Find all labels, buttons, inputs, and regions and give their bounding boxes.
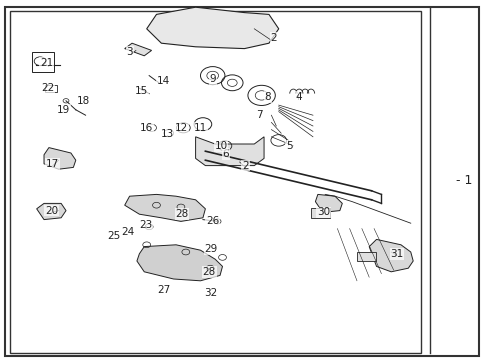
Text: 12: 12 [175, 123, 188, 133]
Polygon shape [368, 239, 412, 272]
Polygon shape [124, 43, 151, 56]
Text: 17: 17 [46, 159, 60, 169]
Text: 23: 23 [139, 220, 152, 230]
Polygon shape [124, 194, 205, 221]
Polygon shape [137, 245, 222, 281]
Bar [356, 252, 375, 261]
Text: 16: 16 [140, 123, 153, 133]
Text: 19: 19 [57, 105, 70, 115]
Polygon shape [315, 194, 342, 212]
Bar [310, 208, 329, 218]
Text: 27: 27 [157, 285, 170, 295]
Text: 15: 15 [135, 86, 148, 96]
Text: 22: 22 [41, 83, 55, 93]
Text: 14: 14 [157, 76, 170, 86]
Text: 5: 5 [285, 141, 292, 151]
Text: 21: 21 [40, 58, 53, 68]
Bar [45, 85, 57, 92]
Text: 6: 6 [222, 149, 229, 159]
Text: 11: 11 [193, 123, 207, 133]
Text: 18: 18 [76, 96, 90, 106]
Text: 29: 29 [204, 244, 218, 254]
Text: 9: 9 [209, 74, 216, 84]
Polygon shape [195, 137, 264, 166]
Polygon shape [146, 7, 278, 49]
Text: 7: 7 [255, 110, 262, 120]
Text: 31: 31 [389, 249, 403, 259]
Text: 28: 28 [175, 209, 188, 219]
Text: 30: 30 [317, 207, 329, 217]
Polygon shape [37, 203, 66, 220]
Text: 2: 2 [242, 161, 248, 171]
Text: 2: 2 [270, 33, 277, 43]
Text: 10: 10 [214, 141, 227, 151]
Bar [32, 52, 54, 72]
Text: 32: 32 [204, 288, 218, 298]
Text: - 1: - 1 [455, 174, 472, 186]
Text: 4: 4 [294, 92, 301, 102]
Text: 25: 25 [106, 231, 120, 241]
Text: 24: 24 [121, 227, 135, 237]
Text: 28: 28 [202, 267, 216, 277]
Text: 13: 13 [161, 129, 174, 139]
Polygon shape [44, 148, 76, 169]
Text: 26: 26 [205, 216, 219, 226]
Text: 20: 20 [45, 206, 58, 216]
Text: 3: 3 [126, 47, 133, 57]
Bar [10, 11, 420, 353]
Text: 8: 8 [264, 92, 271, 102]
